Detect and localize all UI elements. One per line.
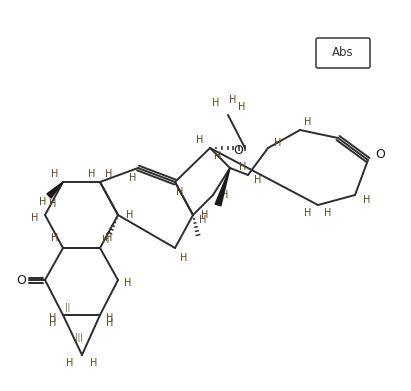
Text: O: O <box>233 145 243 158</box>
Text: ||: || <box>65 303 71 312</box>
Text: H: H <box>102 235 110 245</box>
Text: H: H <box>229 95 237 105</box>
Text: H: H <box>51 169 59 179</box>
Text: H: H <box>106 318 114 328</box>
Polygon shape <box>47 182 63 198</box>
Text: H: H <box>254 175 262 185</box>
Text: O: O <box>16 273 26 287</box>
Text: H: H <box>304 117 312 127</box>
Text: H: H <box>39 197 47 207</box>
Text: H: H <box>239 162 247 172</box>
Text: H: H <box>176 187 184 197</box>
Text: H: H <box>129 173 137 183</box>
Text: O: O <box>375 149 385 161</box>
Text: H: H <box>105 169 113 179</box>
Text: H: H <box>66 358 74 368</box>
Text: H: H <box>88 169 96 179</box>
Text: H: H <box>214 151 222 161</box>
Text: H: H <box>49 199 57 209</box>
Text: H: H <box>31 213 39 223</box>
FancyBboxPatch shape <box>316 38 370 68</box>
Text: H: H <box>126 210 134 220</box>
Text: H: H <box>201 210 209 220</box>
Text: H: H <box>180 253 188 263</box>
Text: H: H <box>51 233 59 243</box>
Text: H: H <box>105 233 113 243</box>
Text: H: H <box>238 102 246 112</box>
Text: H: H <box>124 278 132 288</box>
Text: H: H <box>363 195 371 205</box>
Text: Abs: Abs <box>332 47 354 59</box>
Polygon shape <box>215 168 230 206</box>
Text: H: H <box>274 138 282 148</box>
Text: H: H <box>196 135 204 145</box>
Text: H: H <box>304 208 312 218</box>
Text: |||: ||| <box>75 332 83 341</box>
Text: H: H <box>49 313 57 323</box>
Text: H: H <box>221 190 229 200</box>
Text: H: H <box>106 313 114 323</box>
Text: H: H <box>199 215 207 225</box>
Text: H: H <box>49 318 57 328</box>
Text: H: H <box>90 358 98 368</box>
Text: H: H <box>212 98 220 108</box>
Text: H: H <box>324 208 332 218</box>
